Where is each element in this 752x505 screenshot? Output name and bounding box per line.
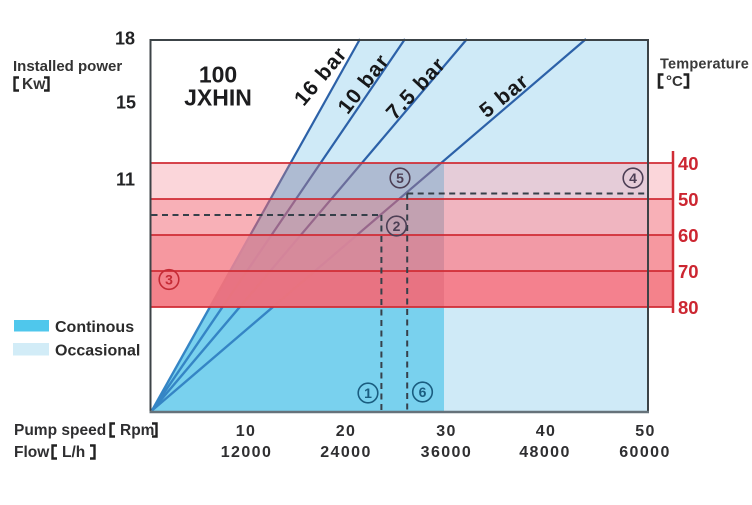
svg-text:15: 15	[116, 93, 136, 113]
svg-text:4: 4	[629, 170, 637, 186]
svg-text:Continous: Continous	[55, 319, 134, 336]
svg-text:12000: 12000	[221, 444, 273, 461]
svg-text:JXHIN: JXHIN	[184, 85, 252, 111]
svg-text:5: 5	[396, 170, 404, 186]
svg-text:40: 40	[536, 423, 557, 440]
svg-text:60000: 60000	[619, 444, 671, 461]
svg-text:80: 80	[678, 297, 699, 318]
svg-text:Pump speed: Pump speed	[14, 422, 106, 439]
svg-text:30: 30	[436, 423, 457, 440]
svg-text:6: 6	[419, 384, 427, 400]
svg-text:24000: 24000	[320, 444, 372, 461]
svg-text:Flow: Flow	[14, 444, 50, 461]
svg-text:Occasional: Occasional	[55, 343, 140, 360]
svg-text:1: 1	[364, 385, 372, 401]
svg-text:70: 70	[678, 261, 699, 282]
svg-text:50: 50	[678, 189, 699, 210]
svg-text:48000: 48000	[519, 444, 571, 461]
svg-text:60: 60	[678, 225, 699, 246]
svg-text:36000: 36000	[421, 444, 473, 461]
svg-text:Rpm: Rpm	[120, 422, 154, 439]
svg-text:3: 3	[165, 272, 173, 288]
svg-text:2: 2	[393, 218, 401, 234]
svg-text:Kw: Kw	[22, 76, 46, 93]
svg-text:Temperature: Temperature	[660, 57, 749, 73]
svg-text:10: 10	[236, 423, 257, 440]
svg-text:40: 40	[678, 153, 699, 174]
svg-text:11: 11	[116, 170, 135, 190]
svg-text:100: 100	[199, 62, 237, 88]
svg-text:20: 20	[336, 423, 357, 440]
svg-text:50: 50	[635, 423, 656, 440]
svg-text:18: 18	[115, 29, 135, 49]
svg-text:L/h: L/h	[62, 444, 85, 461]
svg-text:°C: °C	[666, 73, 683, 90]
svg-text:Installed power: Installed power	[13, 58, 122, 75]
